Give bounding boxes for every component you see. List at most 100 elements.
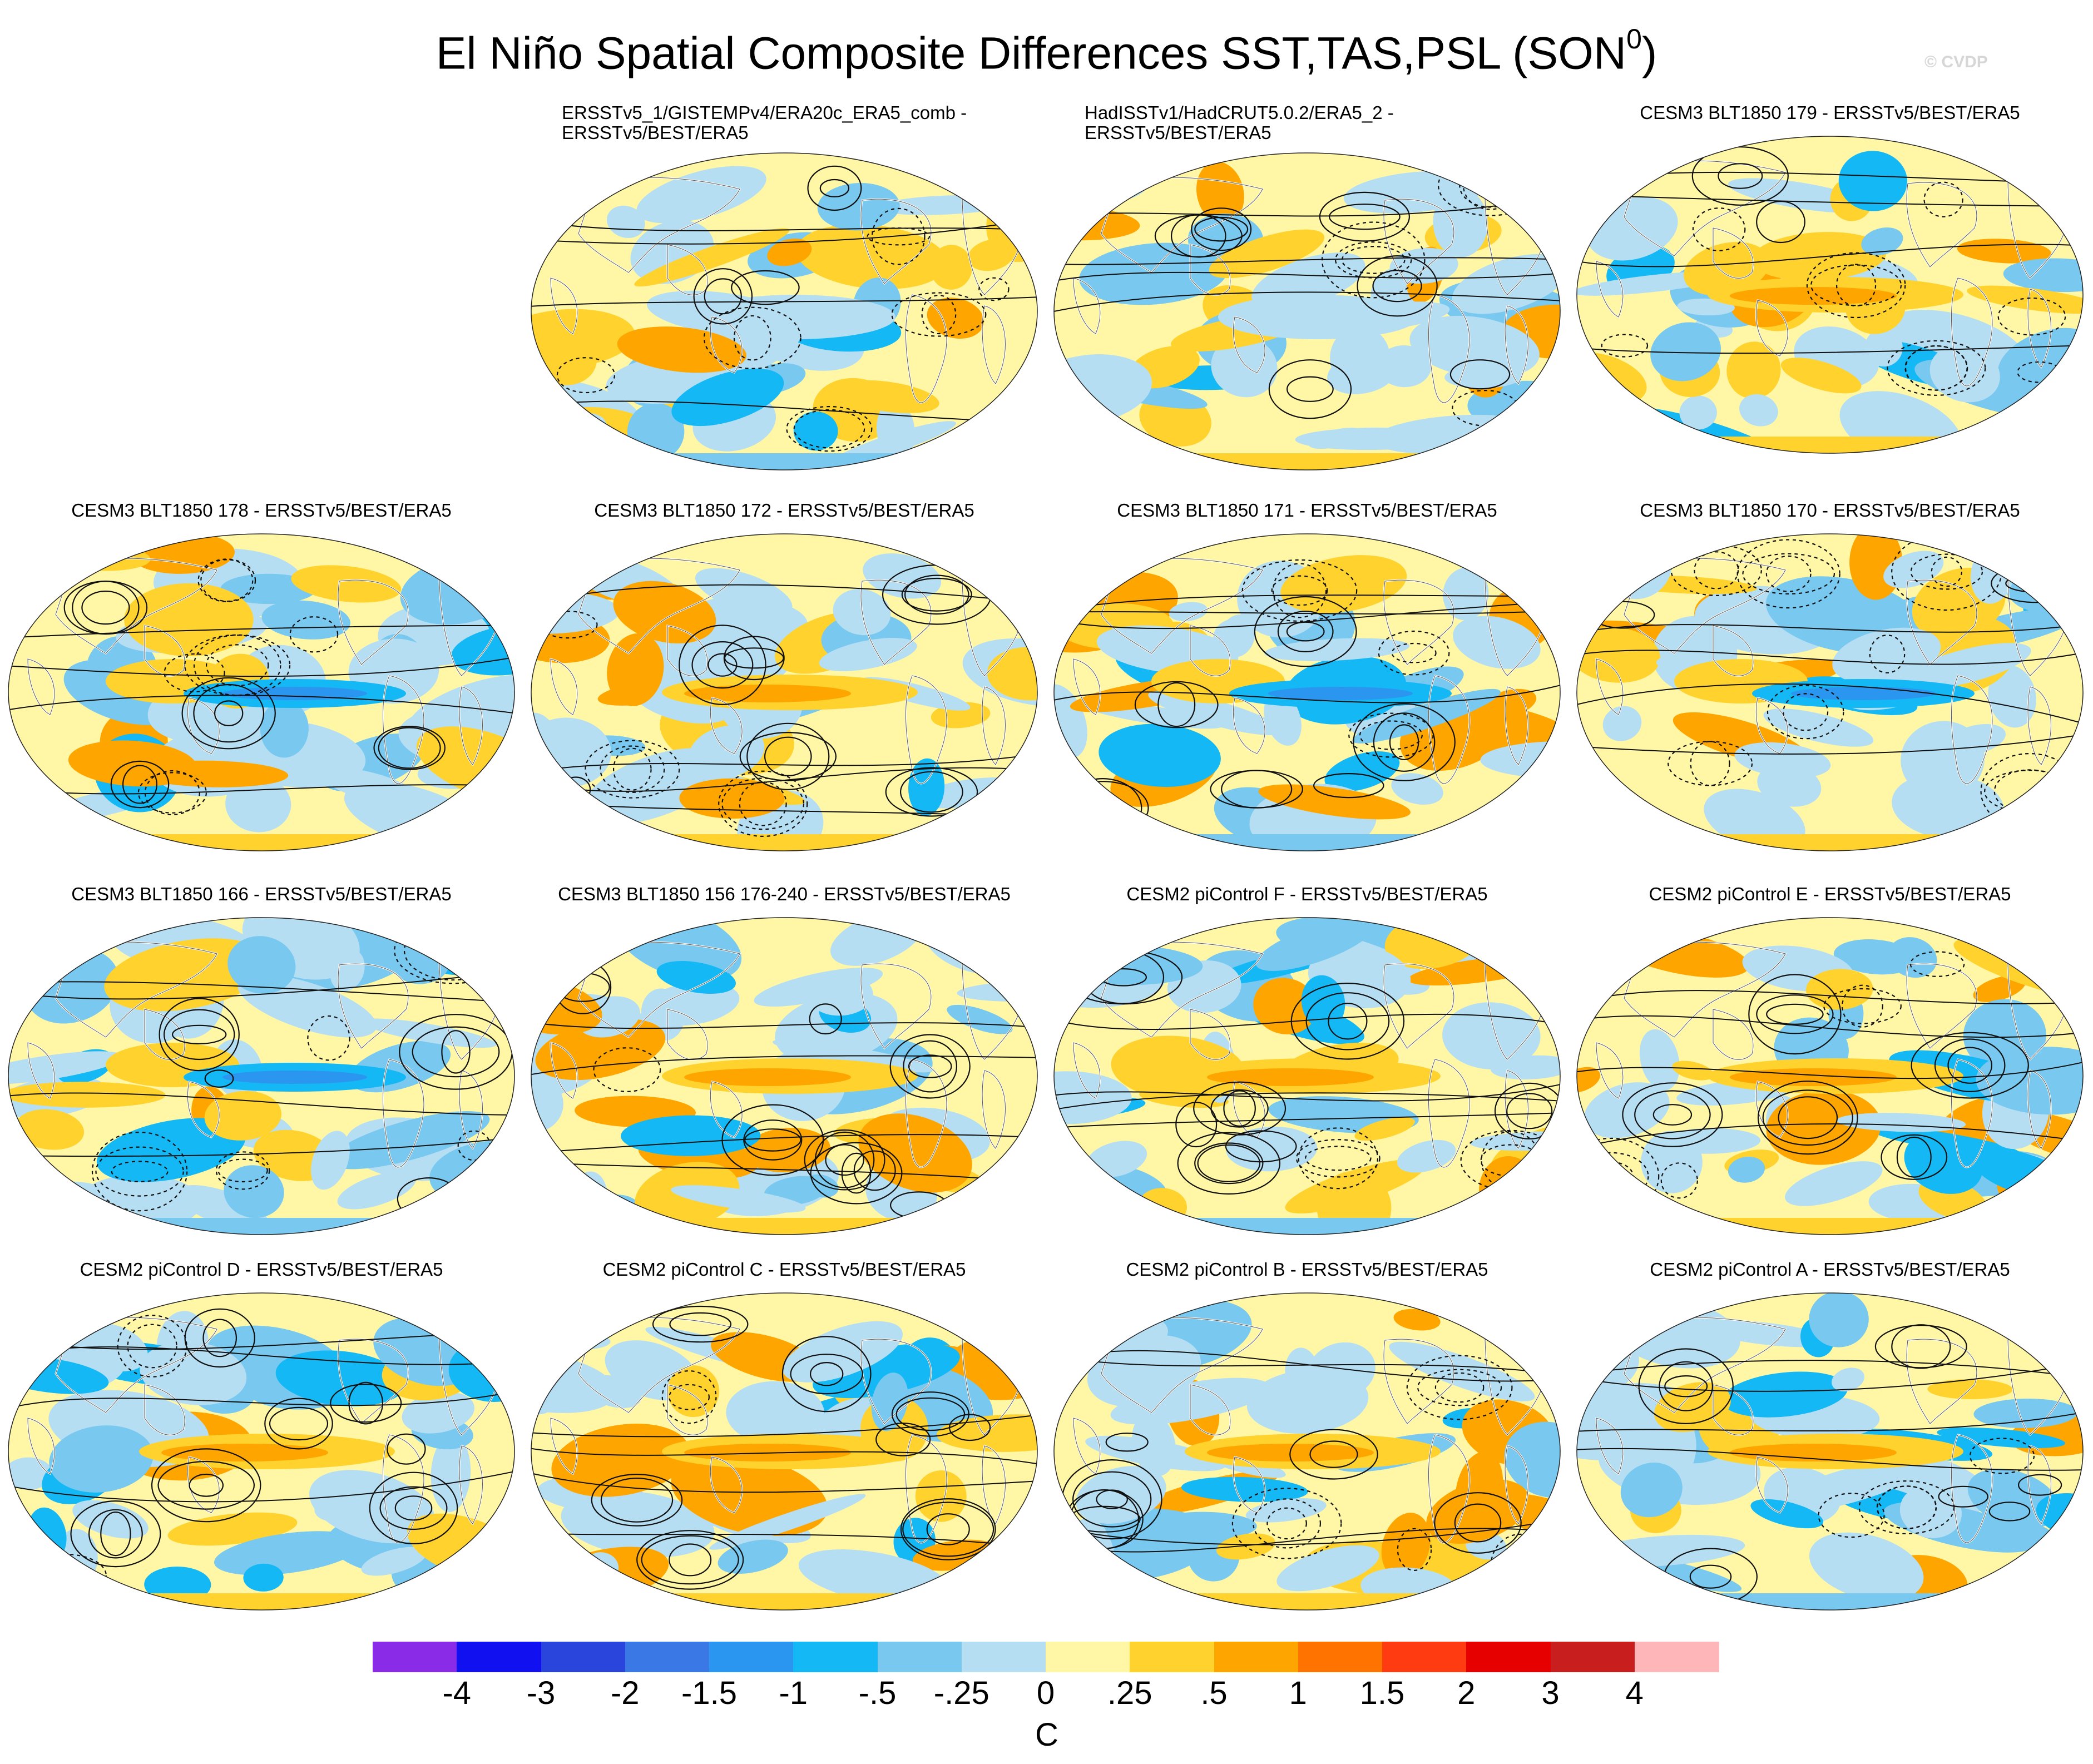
anomaly-patch	[1577, 627, 1661, 683]
psl-contour-negative	[193, 635, 281, 696]
coastline-outline	[144, 625, 185, 676]
anomaly-patch	[1639, 1029, 1680, 1091]
anomaly-patch	[476, 934, 514, 994]
map-border	[8, 917, 515, 1235]
psl-contour-positive	[1634, 1090, 1711, 1139]
psl-contour-negative	[1341, 246, 1406, 274]
colorbar-box	[793, 1642, 878, 1672]
map-panel: CESM3 BLT1850 170 - ERSSTv5/BEST/ERA5	[1574, 501, 2086, 990]
psl-contour-positive	[1254, 596, 1357, 667]
anomaly-patch	[1771, 1458, 1928, 1513]
anomaly-patch	[1973, 975, 2026, 1002]
psl-contour-negative	[1660, 1162, 1698, 1199]
equatorial-anomaly-core	[1268, 687, 1413, 700]
psl-contour-negative	[307, 1015, 350, 1061]
psl-contour-negative	[721, 777, 805, 830]
psl-contour-negative	[1842, 984, 1883, 1028]
psl-contour-positive	[531, 1022, 1037, 1029]
psl-contour-positive	[8, 981, 514, 1003]
coastline-outline	[1190, 1009, 1231, 1060]
anomaly-patch	[813, 1343, 960, 1399]
coastline-outline	[459, 1070, 483, 1149]
psl-contour-negative	[1997, 297, 2066, 336]
psl-contour-negative	[127, 1324, 177, 1369]
coastline-outline	[578, 177, 740, 273]
psl-contour-positive	[900, 1498, 996, 1560]
psl-contour-positive	[901, 577, 972, 612]
psl-contour-negative	[1767, 685, 1844, 740]
psl-contour-positive	[1157, 682, 1196, 727]
anomaly-patch	[1409, 315, 1540, 378]
anomaly-patch	[104, 938, 269, 1012]
anomaly-patch	[1099, 724, 1221, 787]
anomaly-patch	[1672, 1061, 1714, 1081]
anomaly-patch	[224, 1165, 284, 1218]
map-panel: ERSSTv5_1/GISTEMPv4/ERA20c_ERA5_comb - ER…	[528, 103, 1040, 592]
psl-contour-negative	[786, 406, 873, 452]
psl-contour-positive	[1881, 1134, 1948, 1180]
psl-contour-negative	[585, 740, 680, 799]
psl-contour-negative	[1241, 559, 1358, 622]
map-panel: CESM2 piControl F - ERSSTv5/BEST/ERA5	[1051, 884, 1563, 1374]
colorbar-tick-label: 0	[1036, 1675, 1055, 1711]
anomaly-patch	[1726, 341, 1781, 399]
psl-contour-positive	[164, 1009, 235, 1061]
psl-contour-positive	[531, 1533, 1037, 1549]
psl-contour-positive	[1054, 1013, 1560, 1030]
psl-contour-positive	[1622, 1082, 1723, 1147]
psl-contour-positive	[100, 1512, 131, 1557]
psl-contour-positive	[1289, 1429, 1378, 1480]
anomaly-patch	[1397, 1139, 1456, 1173]
psl-contour-positive	[63, 581, 148, 635]
map-border	[1576, 917, 2084, 1235]
psl-contour-positive	[1319, 191, 1411, 242]
coastline-outline	[55, 942, 217, 1038]
psl-contour-positive	[1072, 1471, 1152, 1528]
map-border	[1576, 136, 2084, 454]
psl-contour-negative	[1272, 563, 1327, 618]
map-border	[1053, 1292, 1561, 1611]
psl-contour-positive	[348, 1381, 384, 1425]
coastline-outline	[459, 1445, 483, 1524]
colorbar-tick-label: -4	[442, 1675, 472, 1711]
psl-contour-positive	[1210, 1089, 1269, 1128]
psl-contour-positive	[269, 1406, 329, 1441]
psl-contour-positive	[1313, 773, 1384, 799]
colorbar-box	[625, 1642, 710, 1672]
anomaly-patch	[1076, 1466, 1166, 1524]
psl-contour-negative	[593, 1047, 661, 1092]
psl-contour-positive	[1689, 1564, 1732, 1589]
psl-contour-positive	[531, 767, 1037, 792]
anomaly-patch	[243, 1563, 284, 1592]
psl-contour-positive	[1434, 1492, 1522, 1554]
coastline-outline	[1755, 300, 1788, 356]
psl-contour-positive	[908, 1054, 952, 1078]
map-panel: CESM3 BLT1850 172 - ERSSTv5/BEST/ERA5	[528, 501, 1040, 990]
anomaly-patch	[607, 633, 664, 706]
anomaly-patch	[1295, 427, 1452, 450]
panel-title: CESM3 BLT1850 179 - ERSSTv5/BEST/ERA5	[1640, 102, 2020, 123]
coastline-outline	[1428, 1059, 1470, 1168]
anomaly-patch	[636, 166, 766, 224]
panel-title: CESM2 piControl F - ERSSTv5/BEST/ERA5	[1126, 884, 1488, 904]
psl-contour-positive	[1934, 1038, 2006, 1093]
coastline-outline	[1101, 942, 1263, 1038]
psl-contour-positive	[531, 1055, 1037, 1076]
psl-contour-positive	[2005, 574, 2067, 593]
psl-contour-positive	[1577, 623, 2083, 634]
map-panel: CESM2 piControl B - ERSSTv5/BEST/ERA5	[1051, 1260, 1563, 1749]
psl-contour-positive	[739, 731, 837, 781]
psl-contour-positive	[1154, 214, 1243, 257]
psl-contour-positive	[1329, 204, 1401, 230]
anomaly-patch	[456, 1560, 514, 1582]
coastline-outline	[1624, 942, 1786, 1038]
psl-contour-positive	[807, 165, 862, 211]
coastline-outline	[338, 579, 409, 665]
psl-contour-negative	[1295, 1139, 1381, 1178]
psl-contour-positive	[591, 1474, 683, 1527]
psl-contour-positive	[1054, 1355, 1560, 1375]
anomaly-patch	[915, 1470, 967, 1522]
coastline-outline	[1596, 658, 1624, 715]
coastline-outline	[1755, 1081, 1788, 1138]
psl-contour-positive	[669, 1312, 732, 1336]
